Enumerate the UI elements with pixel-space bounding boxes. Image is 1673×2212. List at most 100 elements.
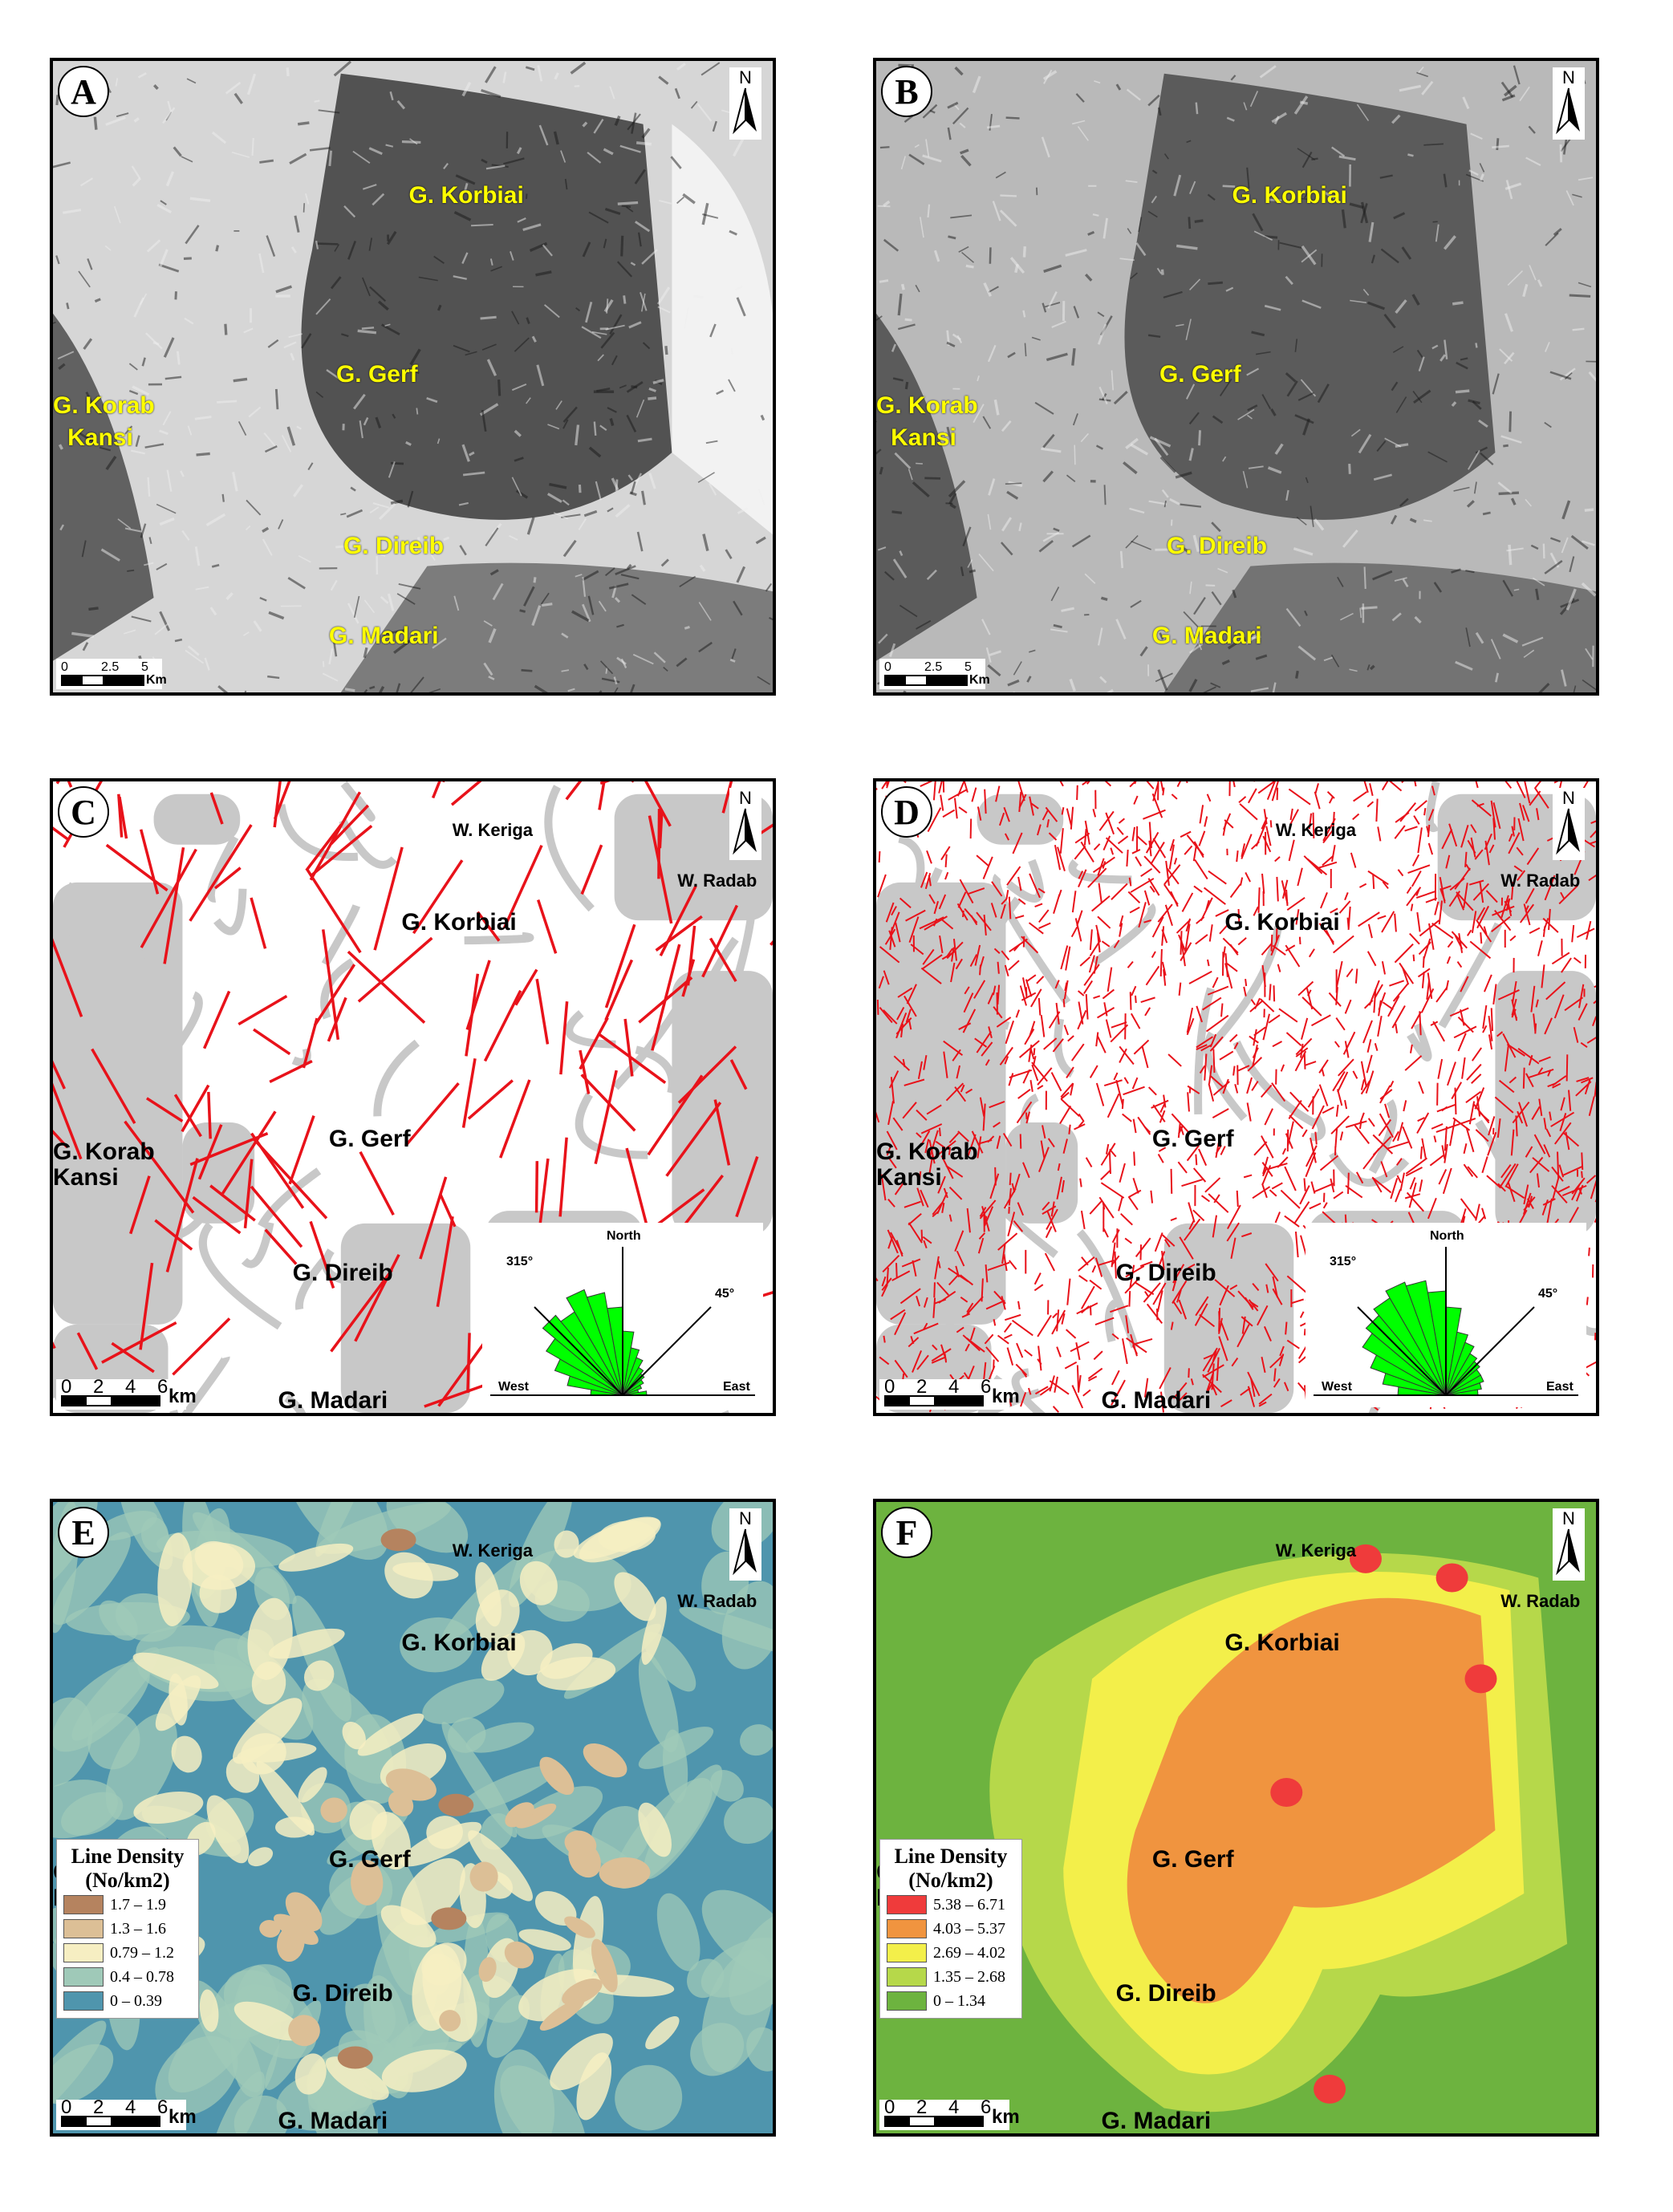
map-panel-A: A N G. Korbiai G. Gerf G. Korab Kansi G. Direi… [50,58,776,696]
place-label: G. Korbiai [1232,182,1347,209]
scale-unit: Km [969,673,990,687]
legend-item: 0 – 1.34 [887,1989,1015,2013]
scale-tick: 6 [981,1376,992,1398]
legend-swatch [63,1967,104,1987]
north-label: N [1562,788,1575,808]
rose-315-label: 315° [1330,1255,1357,1268]
place-label: G. Direib [292,1260,393,1287]
north-label: N [1562,67,1575,87]
place-label: G. Direib [292,1980,393,2007]
place-label: G. Madari [278,1387,388,1414]
place-label: G. Korbiai [401,1630,517,1656]
scale-unit: Km [146,673,167,687]
legend-label: 0 – 1.34 [933,1991,985,2010]
scale-tick: 6 [157,2096,169,2118]
place-label: G. Gerf [328,1126,411,1153]
scale-bar: 0 2 4 6 km [879,2096,1020,2130]
rose-west-label: West [498,1380,529,1394]
scale-unit: km [992,1386,1020,1407]
legend-label: 1.7 – 1.9 [110,1895,166,1914]
scale-unit: km [992,2106,1020,2128]
legend-item: 1.3 – 1.6 [63,1917,192,1941]
rose-diagram: North East West 315° 45° [1306,1223,1586,1407]
place-label: G. Korbiai [1224,1630,1340,1656]
legend-swatch [63,1895,104,1914]
place-label: Kansi [891,424,956,452]
scale-tick: 4 [125,1376,136,1398]
north-arrow-icon: N [1553,1508,1585,1581]
legend-item: 5.38 – 6.71 [887,1893,1015,1917]
scale-tick: 4 [948,1376,960,1398]
legend-swatch [887,1919,927,1938]
rose-diagram: North East West 315° 45° [482,1223,763,1407]
legend-label: 0 – 0.39 [110,1991,162,2010]
map-panel-B: B N G. Korbiai G. Gerf G. Korab Kansi G. Direi… [873,58,1599,696]
scale-bar: 0 2.5 5 Km [879,659,990,689]
north-label: N [739,67,752,87]
place-label: G. Direib [343,533,445,560]
panel-letter: A [58,66,109,117]
north-arrow-icon: N [729,788,761,860]
place-label: G. Gerf [1151,1126,1234,1153]
panel-letter: C [58,786,109,838]
legend-title: Line Density [894,1845,1008,1868]
scale-tick: 2 [93,1376,104,1398]
place-label: G. Madari [328,622,439,649]
rose-north-label: North [1430,1229,1464,1243]
place-label: W. Keriga [1275,1540,1356,1561]
legend-item: 0.79 – 1.2 [63,1941,192,1965]
legend-title: Line Density [71,1845,185,1868]
legend-item: 4.03 – 5.37 [887,1917,1015,1941]
place-label: G. Korbiai [401,909,517,936]
place-label: Kansi [53,1164,119,1191]
place-label: G. Direib [1167,533,1268,560]
scale-tick: 0 [884,1376,895,1398]
density-legend: Line Density (No/km2) 5.38 – 6.71 4.03 – 5.… [879,1839,1022,2019]
scale-tick: 4 [125,2096,136,2118]
place-label: G. Gerf [1159,360,1241,388]
scale-tick: 0 [884,660,891,674]
scale-bar: 0 2 4 6 km [879,1376,1020,1410]
place-label: G. Madari [278,2108,388,2135]
legend-unit: (No/km2) [85,1869,170,1892]
scale-tick: 2 [93,2096,104,2118]
north-label: N [739,1508,752,1528]
rose-north-label: North [607,1229,641,1243]
legend-swatch [887,1991,927,2011]
legend-item: 0 – 0.39 [63,1989,192,2013]
scale-tick: 5 [964,660,972,674]
map-panel-C: C N W. Keriga W. Radab G. Korbiai G. Gerf G. K… [50,778,776,1416]
scale-bar: 0 2 4 6 km [56,2096,197,2130]
legend-item: 2.69 – 4.02 [887,1941,1015,1965]
legend-label: 4.03 – 5.37 [933,1919,1005,1938]
place-label: W. Keriga [452,819,533,840]
legend-item: 0.4 – 0.78 [63,1965,192,1989]
legend-swatch [887,1895,927,1914]
place-label: G. Gerf [328,1846,411,1873]
place-label: W. Keriga [452,1540,533,1561]
place-label: G. Direib [1115,1260,1216,1287]
scale-tick: 0 [61,1376,72,1398]
scale-tick: 0 [61,660,68,674]
scale-tick: 5 [141,660,148,674]
place-label: G. Korbiai [1224,909,1340,936]
place-label: G. Gerf [1151,1846,1234,1873]
place-label: G. Korab [876,1138,978,1166]
scale-tick: 6 [157,1376,169,1398]
north-arrow-icon: N [1553,67,1585,140]
rose-east-label: East [723,1380,750,1394]
legend-unit: (No/km2) [908,1869,993,1892]
north-label: N [1562,1508,1575,1528]
legend-swatch [63,1919,104,1938]
legend-item: 1.35 – 2.68 [887,1965,1015,1989]
place-label: G. Direib [1115,1980,1216,2007]
scale-tick: 4 [948,2096,960,2118]
place-label: W. Radab [677,871,757,891]
legend-label: 2.69 – 4.02 [933,1943,1005,1962]
place-label: G. Madari [1101,1387,1212,1414]
density-legend: Line Density (No/km2) 1.7 – 1.9 1.3 – 1.6 0.… [56,1839,199,2019]
place-label: Kansi [67,424,133,452]
legend-swatch [887,1967,927,1987]
